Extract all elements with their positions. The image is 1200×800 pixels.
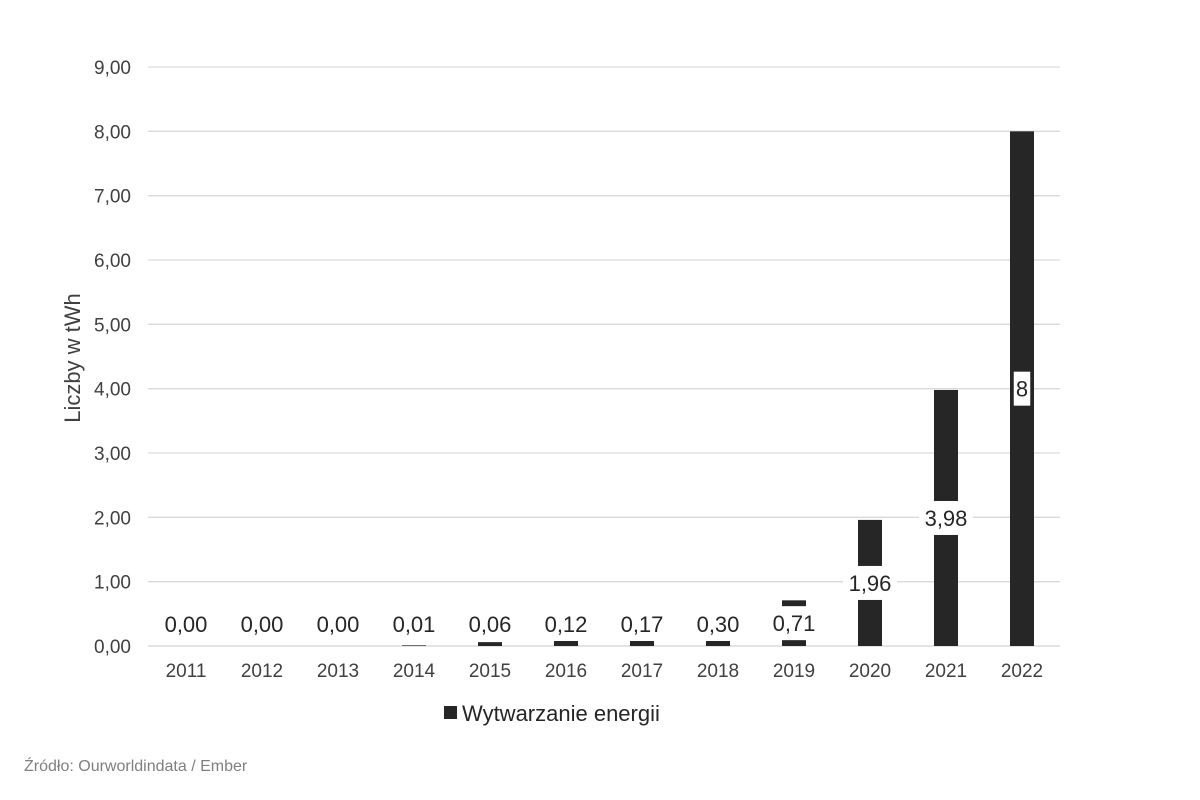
data-label-background <box>767 606 821 641</box>
bar <box>554 638 578 646</box>
data-label: 3,98 <box>925 506 968 531</box>
data-label-background <box>311 607 365 641</box>
data-label: 0,00 <box>241 612 284 637</box>
x-tick-label: 2015 <box>469 661 511 682</box>
x-tick-label: 2011 <box>166 661 207 682</box>
y-tick-label: 1,00 <box>94 573 131 594</box>
x-tick-label: 2019 <box>773 661 815 682</box>
data-label-background <box>539 607 593 641</box>
data-label-background <box>159 607 213 641</box>
data-label-background <box>919 500 973 535</box>
y-tick-label: 4,00 <box>94 380 131 401</box>
data-label: 8 <box>1016 377 1028 402</box>
data-label-background <box>463 607 517 641</box>
y-tick-label: 7,00 <box>94 187 131 208</box>
gridlines <box>148 66 1060 647</box>
y-tick-label: 8,00 <box>94 122 131 143</box>
x-tick-label: 2014 <box>393 661 436 682</box>
data-label: 0,06 <box>469 612 512 637</box>
legend-label: Wytwarzanie energii <box>462 701 660 726</box>
data-label: 0,12 <box>545 612 588 637</box>
y-axis-ticks: 0,00 1,00 2,00 3,00 4,00 5,00 6,00 7,00 8,00 9,00 <box>94 58 131 658</box>
source-note: Źródło: Ourworldindata / Ember <box>24 758 248 775</box>
bar <box>478 642 502 646</box>
y-tick-label: 3,00 <box>94 444 131 465</box>
data-label: 0,30 <box>697 612 740 637</box>
data-label-background <box>615 607 669 641</box>
data-label-background <box>691 607 745 641</box>
data-label: 0,00 <box>317 612 360 637</box>
x-tick-label: 2021 <box>925 661 967 682</box>
y-tick-label: 0,00 <box>94 637 131 658</box>
x-axis-ticks: 2011 2012 2013 2014 2015 2016 2017 2018 2019 2020… <box>166 661 1044 682</box>
data-labels: 0,00 0,00 0,00 0,01 0,06 0,12 0,17 0,30 0,71 1,96… <box>159 371 1031 641</box>
legend: Wytwarzanie energii <box>444 701 660 726</box>
data-label: 0,71 <box>773 611 816 636</box>
x-tick-label: 2020 <box>849 661 891 682</box>
y-tick-label: 5,00 <box>94 315 131 336</box>
x-tick-label: 2016 <box>545 661 587 682</box>
y-tick-label: 9,00 <box>94 58 131 79</box>
data-label-background <box>235 607 289 641</box>
data-label: 1,96 <box>849 571 892 596</box>
data-label-background <box>843 565 897 600</box>
x-tick-label: 2012 <box>241 661 283 682</box>
x-tick-label: 2022 <box>1001 661 1043 682</box>
y-tick-label: 2,00 <box>94 508 131 529</box>
data-label: 0,17 <box>621 612 664 637</box>
x-tick-label: 2018 <box>697 661 739 682</box>
x-tick-label: 2017 <box>621 661 663 682</box>
y-axis-title: Liczby w tWh <box>60 293 85 423</box>
data-label-background <box>387 607 441 641</box>
y-tick-label: 6,00 <box>94 251 131 272</box>
data-label: 0,01 <box>393 612 436 637</box>
x-tick-label: 2013 <box>317 661 359 682</box>
legend-swatch <box>444 706 457 719</box>
data-label-background <box>1013 371 1031 406</box>
data-label: 0,00 <box>165 612 208 637</box>
bar <box>402 645 426 646</box>
